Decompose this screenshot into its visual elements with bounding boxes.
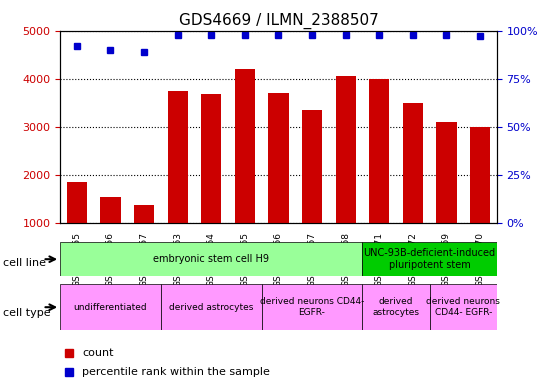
Text: count: count — [82, 348, 114, 358]
Bar — [100, 197, 121, 271]
FancyBboxPatch shape — [363, 242, 497, 276]
Text: percentile rank within the sample: percentile rank within the sample — [82, 367, 270, 377]
Text: derived neurons CD44-
EGFR-: derived neurons CD44- EGFR- — [260, 298, 364, 317]
FancyBboxPatch shape — [60, 284, 161, 330]
Bar — [269, 93, 288, 271]
FancyBboxPatch shape — [161, 284, 262, 330]
FancyBboxPatch shape — [363, 284, 430, 330]
Title: GDS4669 / ILMN_2388507: GDS4669 / ILMN_2388507 — [179, 13, 378, 29]
Bar — [67, 182, 87, 271]
Bar — [436, 122, 456, 271]
Text: derived neurons
CD44- EGFR-: derived neurons CD44- EGFR- — [426, 298, 500, 317]
Bar — [336, 76, 356, 271]
Bar — [201, 94, 221, 271]
FancyBboxPatch shape — [430, 284, 497, 330]
Text: derived
astrocytes: derived astrocytes — [372, 298, 419, 317]
FancyBboxPatch shape — [60, 242, 363, 276]
Text: undifferentiated: undifferentiated — [74, 303, 147, 312]
Text: UNC-93B-deficient-induced
pluripotent stem: UNC-93B-deficient-induced pluripotent st… — [364, 248, 496, 270]
Bar — [134, 205, 154, 271]
Bar — [403, 103, 423, 271]
Text: cell type: cell type — [3, 308, 50, 318]
Bar — [369, 79, 389, 271]
Bar — [302, 111, 322, 271]
Bar — [470, 127, 490, 271]
FancyBboxPatch shape — [262, 284, 363, 330]
Text: derived astrocytes: derived astrocytes — [169, 303, 253, 312]
Bar — [168, 91, 188, 271]
Bar — [235, 69, 255, 271]
Text: cell line: cell line — [3, 258, 46, 268]
Text: embryonic stem cell H9: embryonic stem cell H9 — [153, 254, 269, 264]
